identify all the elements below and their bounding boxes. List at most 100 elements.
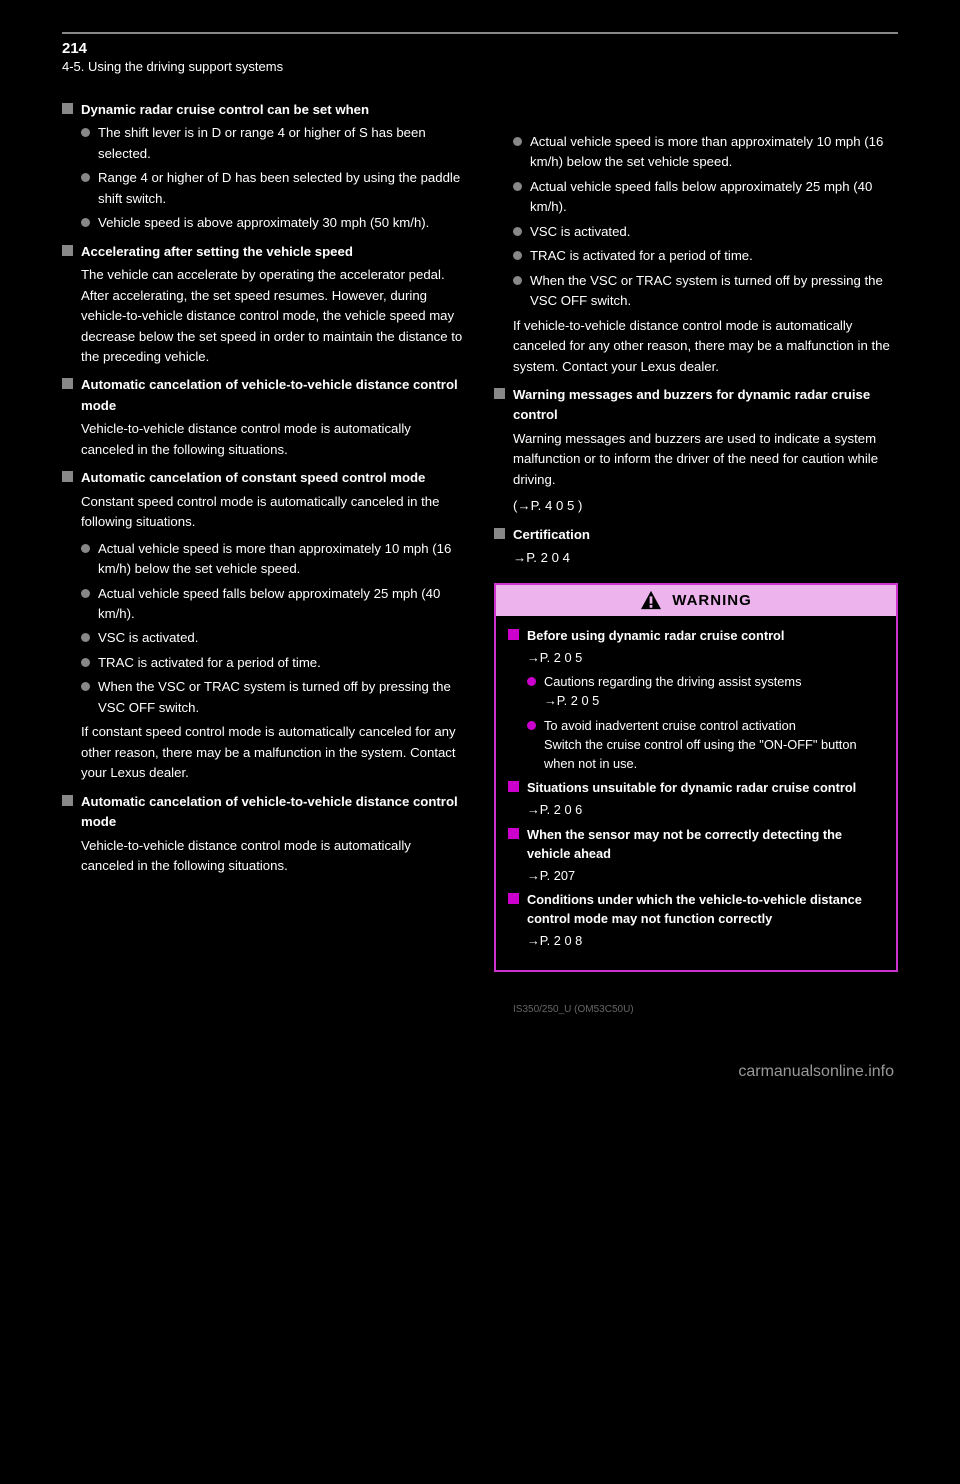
- square-bullet-icon: [62, 795, 73, 806]
- paragraph: Vehicle-to-vehicle distance control mode…: [81, 419, 466, 460]
- warning-bullet: To avoid inadvertent cruise control acti…: [527, 716, 884, 774]
- section-title: Dynamic radar cruise control can be set …: [81, 100, 369, 120]
- left-column: Dynamic radar cruise control can be set …: [62, 92, 466, 1017]
- square-bullet-icon: [508, 893, 519, 904]
- paragraph: If vehicle-to-vehicle distance control m…: [513, 316, 898, 377]
- section-title: Automatic cancelation of vehicle-to-vehi…: [81, 792, 466, 833]
- list-item: VSC is activated.: [81, 628, 466, 648]
- bullet-text: Actual vehicle speed is more than approx…: [530, 132, 898, 173]
- bullet-icon: [513, 137, 522, 146]
- warning-header: WARNING: [496, 585, 896, 616]
- bullet-icon: [81, 544, 90, 553]
- section-title: Certification: [513, 525, 590, 545]
- page-reference: →P. 2 0 5: [527, 648, 884, 667]
- list-item: Actual vehicle speed falls below approxi…: [81, 584, 466, 625]
- bullet-icon: [81, 633, 90, 642]
- list-item: Actual vehicle speed falls below approxi…: [513, 177, 898, 218]
- bullet-icon: [527, 721, 536, 730]
- page-reference: →P. 2 0 8: [527, 931, 884, 950]
- page-reference: →P. 207: [527, 866, 884, 885]
- square-bullet-icon: [62, 103, 73, 114]
- section-heading: Automatic cancelation of constant speed …: [62, 468, 466, 488]
- section-title: Automatic cancelation of constant speed …: [81, 468, 425, 488]
- section-heading: Warning messages and buzzers for dynamic…: [494, 385, 898, 426]
- bullet-icon: [81, 658, 90, 667]
- bullet-icon: [81, 682, 90, 691]
- section-heading: Automatic cancelation of vehicle-to-vehi…: [62, 375, 466, 416]
- bullet-text: VSC is activated.: [530, 222, 898, 242]
- list-item: TRAC is activated for a period of time.: [81, 653, 466, 673]
- list-item: Vehicle speed is above approximately 30 …: [81, 213, 466, 233]
- warning-item-text: Switch the cruise control off using the …: [544, 737, 857, 771]
- warning-section-title: Situations unsuitable for dynamic radar …: [527, 778, 856, 797]
- page-reference: →P. 2 0 5: [544, 693, 599, 708]
- square-bullet-icon: [494, 388, 505, 399]
- warning-section: Before using dynamic radar cruise contro…: [508, 626, 884, 645]
- bullet-text: Cautions regarding the driving assist sy…: [544, 672, 884, 710]
- square-bullet-icon: [62, 245, 73, 256]
- list-item: The shift lever is in D or range 4 or hi…: [81, 123, 466, 164]
- section-heading: Accelerating after setting the vehicle s…: [62, 242, 466, 262]
- page-number: 214: [62, 40, 898, 57]
- bullet-text: Range 4 or higher of D has been selected…: [98, 168, 466, 209]
- square-bullet-icon: [62, 471, 73, 482]
- bullet-icon: [513, 276, 522, 285]
- square-bullet-icon: [508, 781, 519, 792]
- section-title: Accelerating after setting the vehicle s…: [81, 242, 353, 262]
- bullet-text: When the VSC or TRAC system is turned of…: [98, 677, 466, 718]
- warning-section-title: Conditions under which the vehicle-to-ve…: [527, 890, 884, 928]
- section-title: Automatic cancelation of vehicle-to-vehi…: [81, 375, 466, 416]
- warning-label: WARNING: [672, 589, 752, 612]
- list-item: When the VSC or TRAC system is turned of…: [81, 677, 466, 718]
- warning-item-title: To avoid inadvertent cruise control acti…: [544, 718, 796, 733]
- bullet-icon: [513, 182, 522, 191]
- bullet-icon: [527, 677, 536, 686]
- list-item: Actual vehicle speed is more than approx…: [513, 132, 898, 173]
- warning-section: Conditions under which the vehicle-to-ve…: [508, 890, 884, 928]
- warning-body: Before using dynamic radar cruise contro…: [496, 616, 896, 970]
- list-item: VSC is activated.: [513, 222, 898, 242]
- chapter-title: 4-5. Using the driving support systems: [62, 59, 898, 74]
- square-bullet-icon: [508, 828, 519, 839]
- paragraph: Warning messages and buzzers are used to…: [513, 429, 898, 490]
- warning-section: When the sensor may not be correctly det…: [508, 825, 884, 863]
- bullet-text: TRAC is activated for a period of time.: [98, 653, 466, 673]
- bullet-icon: [81, 173, 90, 182]
- bullet-icon: [513, 251, 522, 260]
- page-reference: →P. 2 0 6: [527, 800, 884, 819]
- bullet-icon: [81, 589, 90, 598]
- document-code: IS350/250_U (OM53C50U): [513, 1002, 898, 1018]
- bullet-icon: [81, 128, 90, 137]
- square-bullet-icon: [508, 629, 519, 640]
- warning-item-title: Cautions regarding the driving assist sy…: [544, 674, 801, 689]
- paragraph: The vehicle can accelerate by operating …: [81, 265, 466, 367]
- paragraph: Constant speed control mode is automatic…: [81, 492, 466, 533]
- bullet-text: The shift lever is in D or range 4 or hi…: [98, 123, 466, 164]
- header-divider: [62, 32, 898, 34]
- page-container: 214 4-5. Using the driving support syste…: [0, 0, 960, 1121]
- bullet-text: To avoid inadvertent cruise control acti…: [544, 716, 884, 774]
- bullet-text: VSC is activated.: [98, 628, 466, 648]
- warning-bullet: Cautions regarding the driving assist sy…: [527, 672, 884, 710]
- warning-triangle-icon: [640, 590, 662, 610]
- bullet-icon: [513, 227, 522, 236]
- section-heading: Dynamic radar cruise control can be set …: [62, 100, 466, 120]
- list-item: Actual vehicle speed is more than approx…: [81, 539, 466, 580]
- section-heading: Certification: [494, 525, 898, 545]
- right-column: Actual vehicle speed is more than approx…: [494, 92, 898, 1017]
- warning-section: Situations unsuitable for dynamic radar …: [508, 778, 884, 797]
- square-bullet-icon: [62, 378, 73, 389]
- bullet-text: Vehicle speed is above approximately 30 …: [98, 213, 466, 233]
- warning-section-title: When the sensor may not be correctly det…: [527, 825, 884, 863]
- bullet-text: Actual vehicle speed falls below approxi…: [530, 177, 898, 218]
- page-reference: →P. 2 0 4: [513, 548, 898, 568]
- bullet-text: Actual vehicle speed falls below approxi…: [98, 584, 466, 625]
- warning-section-title: Before using dynamic radar cruise contro…: [527, 626, 784, 645]
- list-item: Range 4 or higher of D has been selected…: [81, 168, 466, 209]
- page-reference: (→P. 4 0 5 ): [513, 496, 898, 516]
- paragraph: Vehicle-to-vehicle distance control mode…: [81, 836, 466, 877]
- footer-watermark: carmanualsonline.info: [62, 1063, 898, 1081]
- square-bullet-icon: [494, 528, 505, 539]
- list-item: When the VSC or TRAC system is turned of…: [513, 271, 898, 312]
- section-title: Warning messages and buzzers for dynamic…: [513, 385, 898, 426]
